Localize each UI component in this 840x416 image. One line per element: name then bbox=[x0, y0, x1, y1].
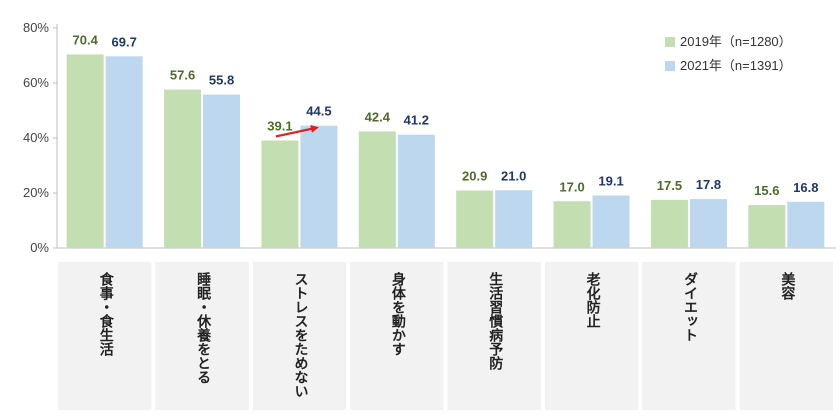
category-label: 美容 bbox=[779, 271, 796, 300]
y-axis: 0% 20% 40% 60% 80% bbox=[23, 20, 836, 255]
data-label: 19.1 bbox=[598, 173, 623, 188]
bar bbox=[397, 134, 435, 248]
category-box bbox=[350, 262, 444, 410]
bar bbox=[66, 54, 104, 249]
legend-swatch bbox=[665, 37, 675, 47]
legend-label: 2019年（n=1280） bbox=[680, 34, 792, 49]
legend-swatch bbox=[665, 61, 675, 71]
bar bbox=[495, 190, 533, 248]
data-label: 39.1 bbox=[267, 118, 292, 133]
bar bbox=[553, 201, 591, 248]
category-label: 身体を動かす bbox=[390, 271, 406, 356]
bar bbox=[203, 94, 241, 248]
data-label: 17.5 bbox=[657, 178, 682, 193]
data-label: 15.6 bbox=[754, 183, 779, 198]
bar bbox=[358, 131, 396, 248]
category-label: 老化防止 bbox=[585, 271, 601, 328]
legend: 2019年（n=1280） 2021年（n=1391） bbox=[665, 34, 792, 73]
category-label: 生活習慣病予防 bbox=[487, 271, 504, 371]
category-label: ストレスをためない bbox=[292, 272, 308, 398]
data-label: 17.8 bbox=[696, 177, 721, 192]
data-labels: 70.4 69.7 57.6 55.8 39.1 44.5 42.4 41.2 20.9 21.0… bbox=[73, 32, 819, 198]
y-tick-label: 80% bbox=[23, 20, 49, 35]
y-tick-label: 0% bbox=[30, 240, 49, 255]
bar bbox=[456, 190, 494, 248]
category-box bbox=[155, 262, 249, 410]
data-label: 21.0 bbox=[501, 168, 526, 183]
data-label: 70.4 bbox=[73, 32, 99, 47]
data-label: 17.0 bbox=[559, 179, 584, 194]
legend-label: 2021年（n=1391） bbox=[680, 58, 792, 73]
bar bbox=[300, 125, 338, 248]
y-tick-label: 40% bbox=[23, 130, 49, 145]
data-label: 69.7 bbox=[112, 34, 137, 49]
category-box bbox=[739, 262, 833, 410]
data-label: 57.6 bbox=[170, 68, 195, 83]
category-labels: 食事・食生活 睡眠・休養をとる ストレスをためない 身体を動かす 生活習慣病予防 老化防止… bbox=[98, 271, 797, 398]
data-label: 44.5 bbox=[306, 104, 331, 119]
bar bbox=[105, 56, 143, 249]
y-tick-label: 20% bbox=[23, 185, 49, 200]
bar bbox=[689, 199, 727, 248]
data-label: 20.9 bbox=[462, 169, 487, 184]
category-label: 睡眠・休養をとる bbox=[195, 272, 212, 384]
bar bbox=[787, 201, 825, 248]
category-boxes bbox=[58, 262, 833, 410]
category-box bbox=[58, 262, 152, 410]
bar bbox=[164, 89, 202, 248]
trend-arrow bbox=[275, 124, 319, 138]
category-box bbox=[447, 262, 541, 410]
data-label: 16.8 bbox=[793, 180, 818, 195]
annotation bbox=[275, 124, 319, 138]
category-box bbox=[544, 262, 639, 410]
bar bbox=[261, 140, 299, 248]
category-box bbox=[642, 262, 736, 410]
data-label: 41.2 bbox=[404, 113, 429, 128]
bar bbox=[748, 205, 786, 248]
bars bbox=[66, 54, 825, 249]
data-label: 55.8 bbox=[209, 73, 234, 88]
bar bbox=[650, 199, 688, 248]
bar bbox=[592, 195, 630, 248]
category-label: 食事・食生活 bbox=[98, 271, 114, 357]
category-label: ダイエット bbox=[682, 271, 698, 342]
category-box bbox=[252, 262, 347, 410]
y-tick-label: 60% bbox=[23, 75, 49, 90]
data-label: 42.4 bbox=[365, 109, 391, 124]
